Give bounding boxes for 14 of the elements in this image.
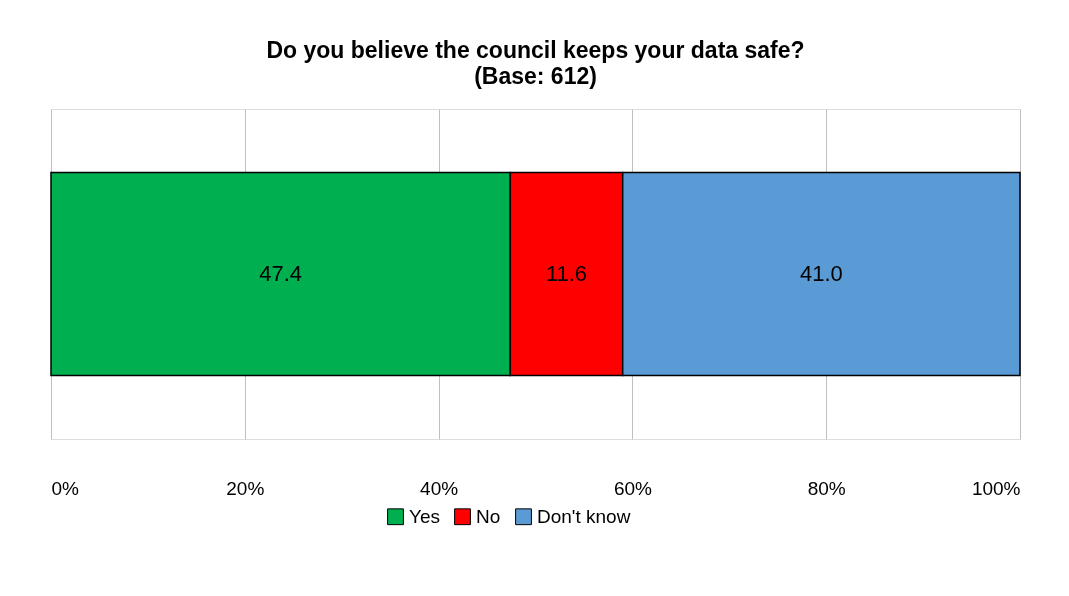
x-tick-label: 100% (971, 477, 1021, 499)
data-label: 11.6 (545, 261, 588, 286)
legend-label: Don't know (537, 505, 631, 527)
legend-label: Yes (409, 505, 440, 527)
x-tick-label: 60% (613, 477, 653, 499)
legend-label: No (476, 505, 501, 527)
x-tick-label: 40% (420, 477, 459, 499)
data-label: 41.0 (799, 261, 843, 286)
chart-subtitle: (Base: 612) (474, 63, 597, 89)
x-tick-label: 0% (51, 477, 80, 499)
x-tick-label: 20% (226, 477, 265, 499)
data-label: 47.4 (259, 261, 303, 286)
chart-title: Do you believe the council keeps your data safe? (266, 37, 805, 63)
x-tick-label: 80% (807, 477, 846, 499)
